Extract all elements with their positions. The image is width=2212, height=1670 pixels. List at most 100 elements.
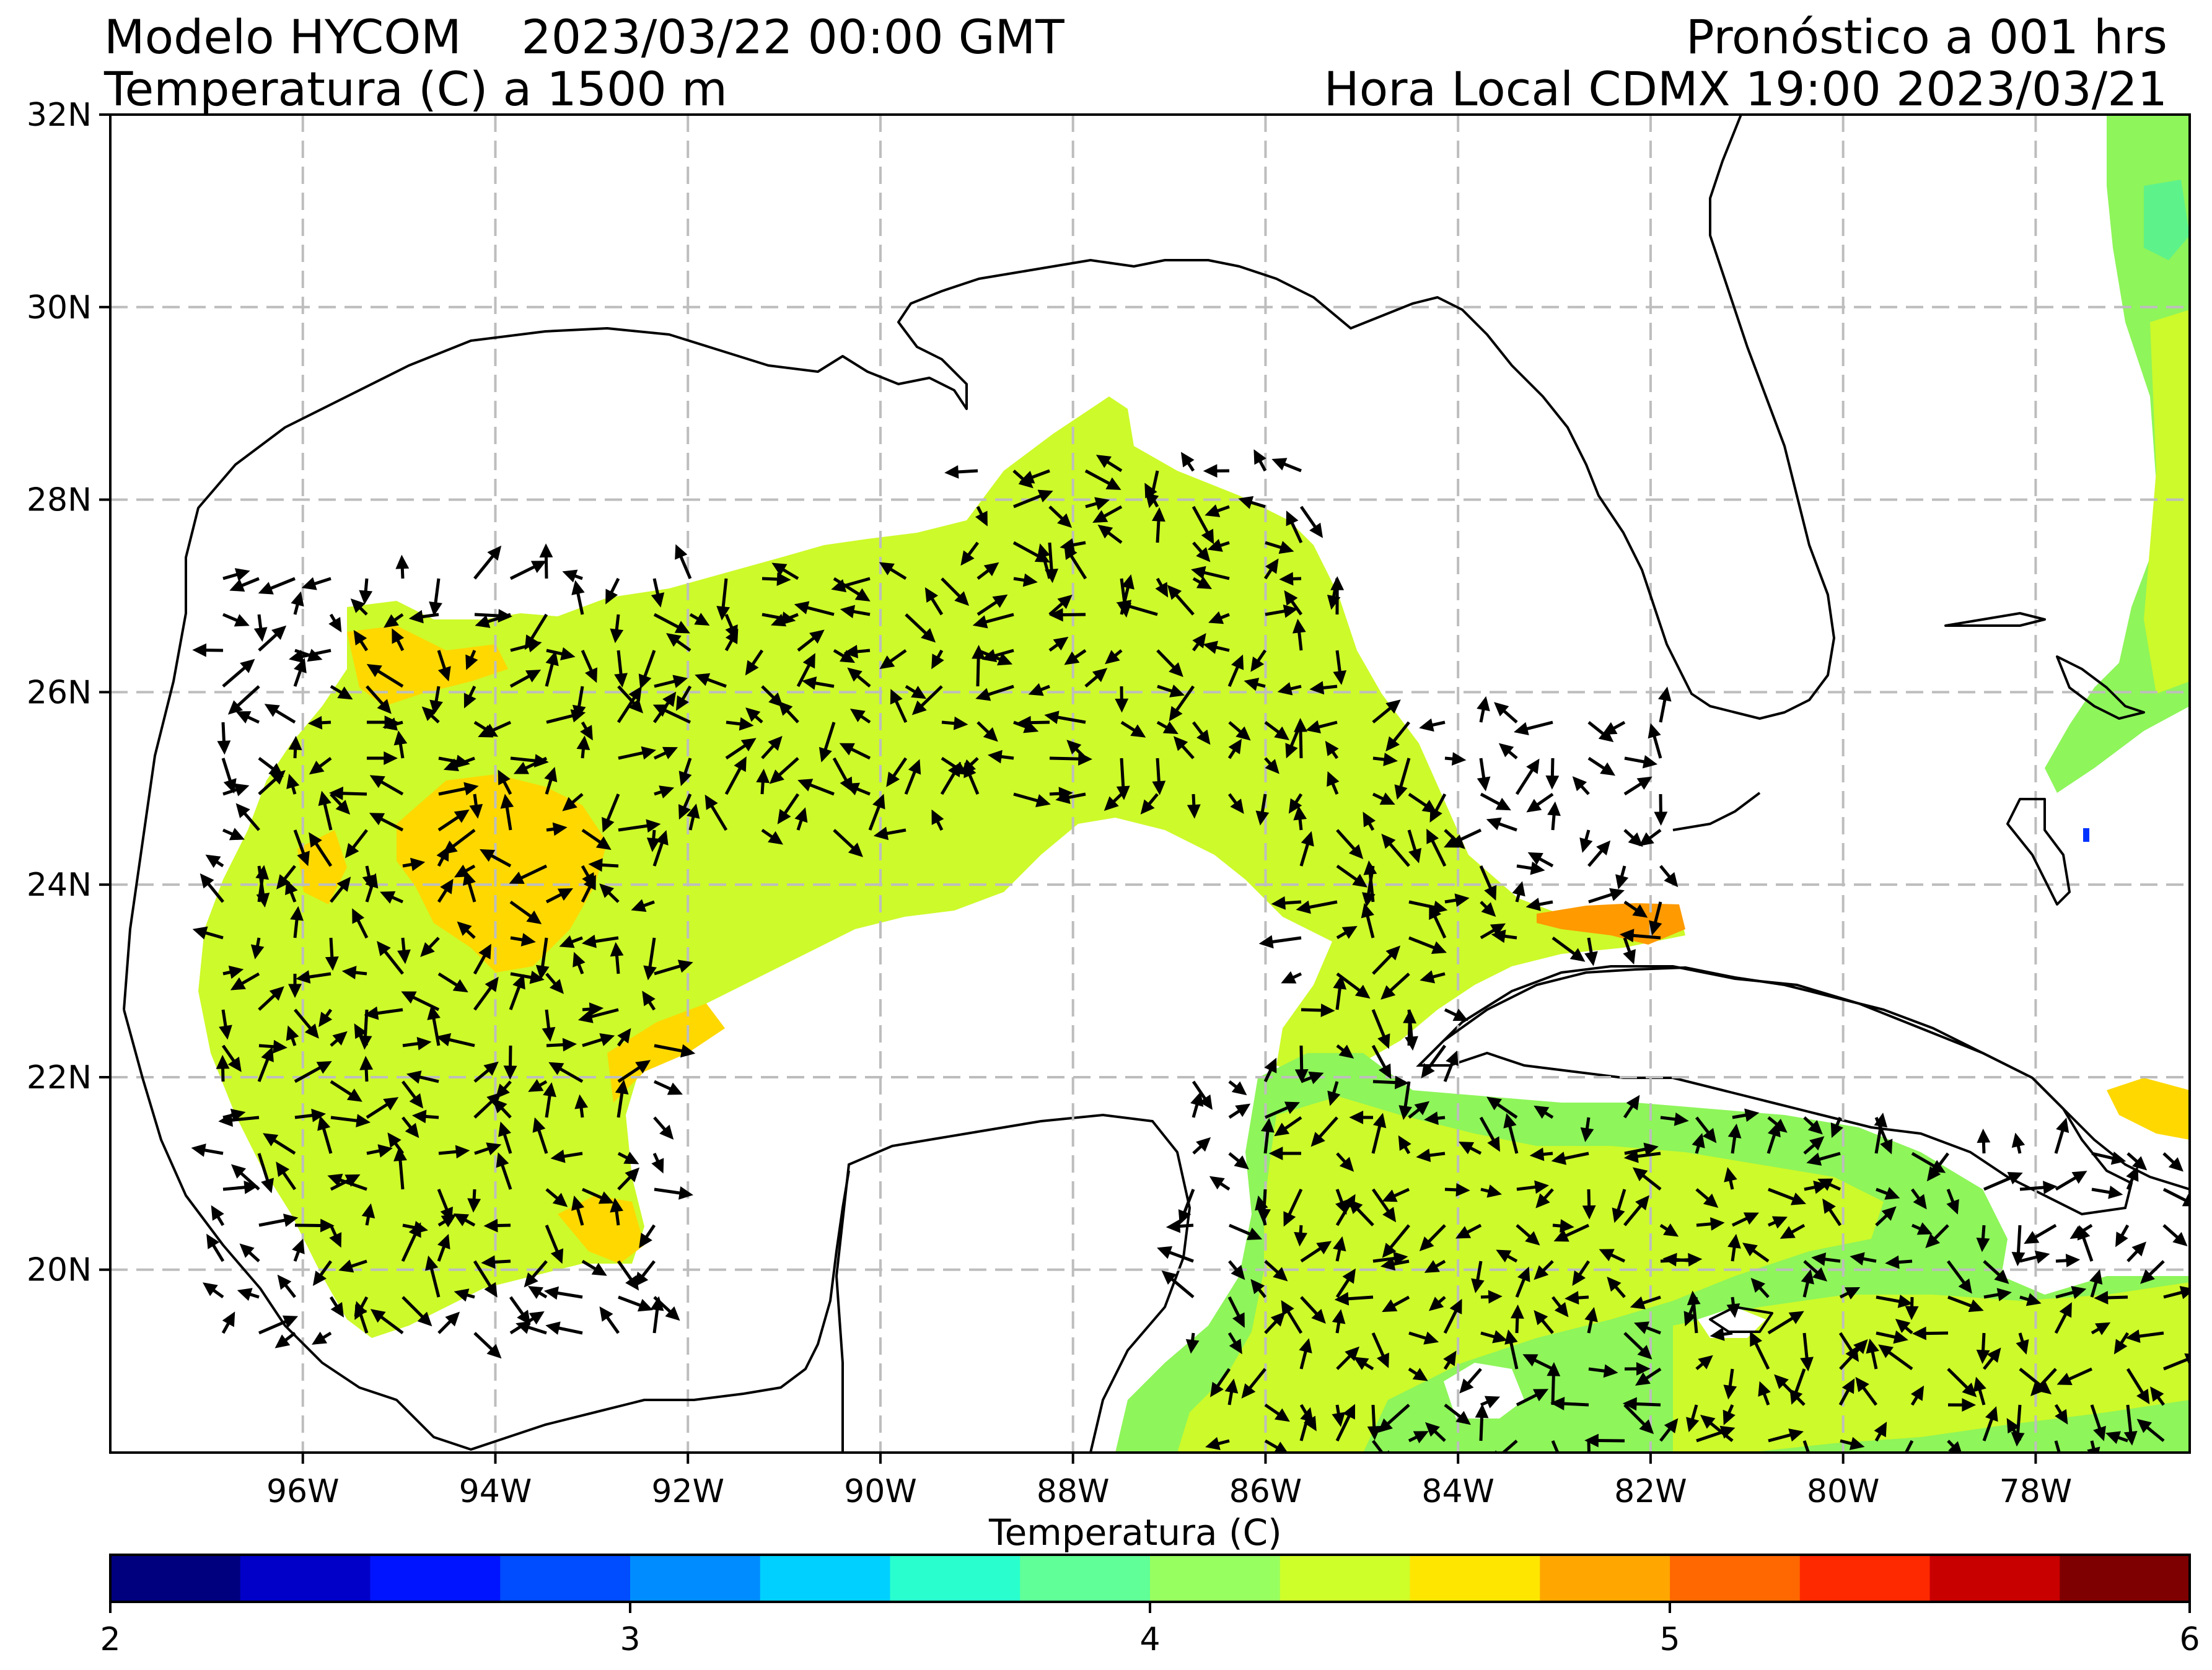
vector-arrowhead xyxy=(872,793,885,810)
lat-tick-label: 20N xyxy=(27,1252,92,1289)
vector-arrowhead xyxy=(847,667,862,682)
vector-arrowhead xyxy=(452,979,468,993)
vector-arrowhead xyxy=(377,699,392,714)
vector-arrowhead xyxy=(250,944,265,960)
vector-arrowhead xyxy=(794,807,808,823)
vector-arrowhead xyxy=(244,1180,258,1194)
vector-arrowhead xyxy=(1841,1378,1855,1394)
vector-arrowhead xyxy=(610,942,624,957)
vector-arrowhead xyxy=(1394,784,1408,800)
vector-arrowhead xyxy=(756,768,770,784)
vector-arrowhead xyxy=(382,717,398,731)
vector-arrowhead xyxy=(1241,1383,1256,1399)
vector-arrowhead xyxy=(2071,1286,2087,1300)
vector-arrowhead xyxy=(1771,1216,1788,1229)
coastline-bahamas-3 xyxy=(1944,612,2046,627)
vector-arrowhead xyxy=(223,778,237,794)
vector-arrowhead xyxy=(1341,925,1358,939)
vector-arrowhead xyxy=(2093,1425,2106,1441)
vector-arrowhead xyxy=(277,1274,292,1290)
lon-tick-label: 96W xyxy=(266,1473,340,1510)
vector-arrowhead xyxy=(1274,1122,1290,1137)
vector-arrowhead xyxy=(1044,710,1060,724)
lon-tick-label: 84W xyxy=(1421,1473,1494,1510)
vector-arrowhead xyxy=(617,1028,631,1044)
vector-arrowhead xyxy=(1522,1354,1538,1367)
vector-arrowhead xyxy=(1271,896,1286,910)
vector-arrowhead xyxy=(218,1113,233,1127)
vector-arrowhead xyxy=(1454,893,1470,907)
vector-arrowhead xyxy=(1382,1243,1397,1258)
vector-arrowhead xyxy=(2140,1269,2155,1284)
vector-arrowhead xyxy=(1446,1050,1459,1066)
vector-arrowhead xyxy=(1496,1249,1512,1262)
vector-arrowhead xyxy=(1994,1269,2009,1284)
vector-arrowhead xyxy=(1584,1433,1599,1448)
vector-arrowhead xyxy=(1352,873,1368,888)
vector-arrowhead xyxy=(1849,1436,1865,1450)
vector-arrowhead xyxy=(1311,1308,1326,1324)
vector-arrowhead xyxy=(1547,1362,1561,1376)
vector-arrowhead xyxy=(1488,1290,1503,1304)
vector-arrowhead xyxy=(392,628,405,644)
vector-arrowhead xyxy=(512,974,525,990)
vector-arrowhead xyxy=(291,591,304,607)
vector-arrowhead xyxy=(1333,670,1347,685)
colorbar-segment xyxy=(760,1555,890,1602)
vector-arrowhead xyxy=(605,588,618,605)
vector-arrowhead xyxy=(1279,572,1294,586)
vector-arrowhead xyxy=(1526,758,1540,774)
vector-arrowhead xyxy=(467,1198,481,1213)
vector-arrowhead xyxy=(675,544,688,560)
current-vectors xyxy=(191,449,2190,1453)
colorbar-segment xyxy=(1670,1555,1801,1602)
vector-arrowhead xyxy=(1265,759,1279,774)
lat-tick-label: 26N xyxy=(27,674,92,711)
lon-tick-label: 94W xyxy=(459,1473,532,1510)
vector-arrowhead xyxy=(1535,1193,1550,1209)
vector-arrowhead xyxy=(1152,507,1165,522)
vector-arrowhead xyxy=(526,639,542,653)
vector-arrowhead xyxy=(1382,1189,1398,1202)
vector-arrowhead xyxy=(1381,833,1396,849)
vector-arrowhead xyxy=(1517,1266,1530,1282)
vector-arrowhead xyxy=(487,545,502,561)
vector-arrowhead xyxy=(2042,1181,2058,1194)
vector-arrowhead xyxy=(1709,1217,1725,1231)
vector-arrowhead xyxy=(1306,720,1321,733)
vector-arrowhead xyxy=(288,735,302,751)
local-time-title: Hora Local CDMX 19:00 2023/03/21 xyxy=(1323,61,2167,116)
vector-arrowhead xyxy=(285,880,298,896)
vector-arrowhead xyxy=(1383,753,1398,766)
vector-arrowhead xyxy=(1788,1311,1804,1324)
vector-arrowhead xyxy=(776,572,791,586)
vector-arrowhead xyxy=(844,782,860,795)
vector-arrowhead xyxy=(526,910,542,925)
plot-frame xyxy=(109,113,2191,1454)
vector-arrowhead xyxy=(369,775,385,789)
vector-arrowhead xyxy=(486,1142,502,1156)
vector-arrowhead xyxy=(1037,543,1050,559)
vector-arrowhead xyxy=(1419,718,1434,732)
colorbar-segment xyxy=(110,1555,241,1602)
vector-arrowhead xyxy=(222,1311,235,1327)
vector-arrowhead xyxy=(1551,1152,1567,1165)
vector-arrowhead xyxy=(797,779,814,792)
vector-arrowhead xyxy=(1780,1226,1796,1239)
vector-arrowhead xyxy=(1554,1301,1569,1318)
colorbar-segment xyxy=(1150,1555,1281,1602)
vector-arrowhead xyxy=(1173,736,1188,751)
vector-arrowhead xyxy=(651,592,665,608)
vector-arrowhead xyxy=(745,707,761,722)
vector-arrowhead xyxy=(1809,1136,1825,1151)
vector-arrowhead xyxy=(1491,929,1506,943)
vector-arrowhead xyxy=(739,717,754,731)
vector-arrowhead xyxy=(294,658,307,674)
vector-arrowhead xyxy=(1325,740,1339,756)
vector-arrowhead xyxy=(465,654,478,670)
vector-arrowhead xyxy=(641,746,657,760)
vector-arrowhead xyxy=(1637,1345,1652,1360)
vector-arrowhead xyxy=(1424,1111,1439,1126)
vector-arrowhead xyxy=(831,579,847,593)
vector-arrowhead xyxy=(234,614,250,627)
